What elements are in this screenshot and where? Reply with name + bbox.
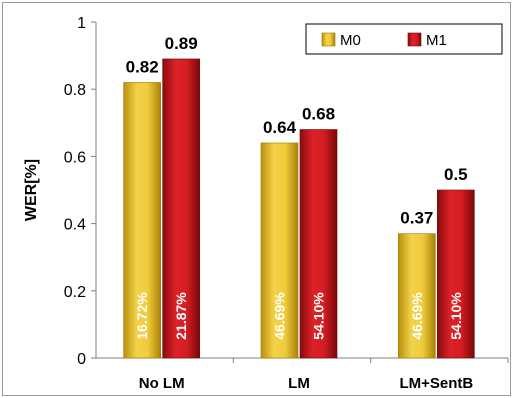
x-category-label: LM+SentB <box>399 375 473 392</box>
bar-inner-percent-label: 21.87% <box>173 292 189 340</box>
bar-m0-lm <box>260 142 299 359</box>
bar-value-label: 0.64 <box>263 118 297 137</box>
bars <box>123 58 475 359</box>
bar-m0-no-lm <box>123 82 161 359</box>
legend-swatch-m0 <box>321 32 336 47</box>
bar-value-label: 0.68 <box>302 105 335 124</box>
legend-label-m0: M0 <box>340 32 361 49</box>
y-tick-label: 0.8 <box>64 82 86 99</box>
bar-m1-lm <box>299 129 338 359</box>
y-axis-label: WER[%] <box>23 159 40 221</box>
bar-inner-percent-label: 46.69% <box>272 292 288 340</box>
bar-m1-lm-sentb <box>437 189 475 359</box>
bar-inner-percent-label: 54.10% <box>448 292 464 340</box>
y-tick-label: 0.4 <box>64 217 86 234</box>
bar-m0-lm-sentb <box>398 233 436 359</box>
bar-value-label: 0.89 <box>165 34 198 53</box>
bar-value-label: 0.82 <box>126 57 159 76</box>
x-category-label: No LM <box>139 375 185 392</box>
labels: No LM 0.82 16.72% 0.89 21.87% LM 0.64 46.69% 0.6… <box>126 34 474 392</box>
bar-m1-no-lm <box>162 58 200 359</box>
bar-value-label: 0.5 <box>444 165 468 184</box>
legend-label-m1: M1 <box>426 32 447 49</box>
y-tick-label: 0 <box>77 351 86 368</box>
bar-inner-percent-label: 46.69% <box>409 292 425 340</box>
y-tick-label: 0.6 <box>64 149 86 166</box>
legend-box <box>305 23 503 55</box>
bar-inner-percent-label: 16.72% <box>134 292 150 340</box>
bar-inner-percent-label: 54.10% <box>311 292 327 340</box>
legend-swatch-m1 <box>407 32 422 47</box>
bar-value-label: 0.37 <box>400 209 433 228</box>
y-tick-label: 0.2 <box>64 284 86 301</box>
x-category-label: LM <box>288 375 310 392</box>
y-tick-label: 1 <box>77 15 86 32</box>
legend: M0 M1 <box>305 23 503 55</box>
